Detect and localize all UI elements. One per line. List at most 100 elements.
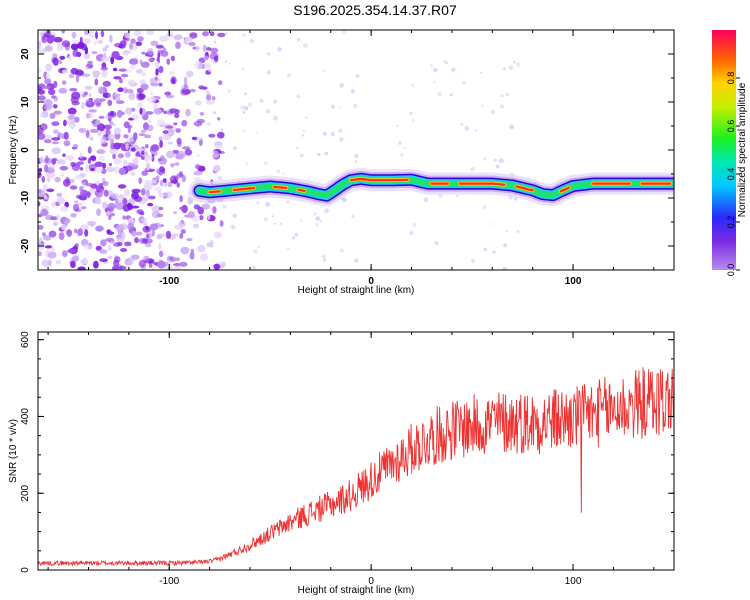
noise-blob xyxy=(170,76,177,85)
noise-blob xyxy=(130,254,140,260)
noise-blob xyxy=(210,47,219,54)
noise-blob xyxy=(117,184,127,189)
noise-blob xyxy=(61,250,68,258)
noise-blob xyxy=(118,194,125,200)
noise-blob xyxy=(42,85,51,89)
noise-blob xyxy=(158,242,162,250)
noise-blob xyxy=(167,181,173,188)
noise-blob xyxy=(38,224,44,230)
noise-blob xyxy=(52,158,58,162)
noise-dot xyxy=(302,129,306,133)
noise-dot xyxy=(294,232,299,237)
snr-x-axis-label: Height of straight line (km) xyxy=(298,585,415,596)
noise-blob xyxy=(77,161,85,165)
noise-blob xyxy=(140,61,150,68)
noise-blob xyxy=(102,201,108,210)
noise-dot xyxy=(495,164,500,169)
noise-blob xyxy=(159,35,169,42)
noise-blob xyxy=(114,165,120,174)
noise-blob xyxy=(207,214,211,220)
noise-dot xyxy=(321,254,326,259)
noise-dot xyxy=(455,194,459,198)
noise-blob xyxy=(117,87,124,92)
noise-dot xyxy=(500,94,504,98)
noise-blob xyxy=(111,51,120,59)
noise-blob xyxy=(121,73,129,78)
x-tick-label: 0 xyxy=(368,576,374,587)
noise-blob xyxy=(77,41,85,49)
noise-blob xyxy=(147,58,155,62)
noise-blob xyxy=(155,68,159,76)
noise-blob xyxy=(175,41,181,50)
x-tick-label: -100 xyxy=(159,276,179,287)
noise-blob xyxy=(109,138,114,144)
noise-blob xyxy=(56,192,63,197)
noise-blob xyxy=(181,119,188,127)
noise-blob xyxy=(38,67,42,74)
noise-blob xyxy=(92,156,97,162)
noise-blob xyxy=(145,162,151,171)
noise-dot xyxy=(286,200,290,204)
noise-blob xyxy=(70,67,79,75)
noise-blob xyxy=(217,131,225,139)
noise-blob xyxy=(107,255,113,260)
ridge-hot-red xyxy=(273,185,288,190)
noise-blob xyxy=(60,173,64,177)
noise-blob xyxy=(53,57,59,66)
noise-blob xyxy=(41,176,46,183)
noise-blob xyxy=(61,225,66,231)
noise-dot xyxy=(232,213,237,218)
noise-blob xyxy=(158,193,165,198)
noise-blob xyxy=(212,206,217,214)
noise-dot xyxy=(205,90,211,96)
noise-blob xyxy=(95,225,104,232)
noise-dot xyxy=(317,152,321,157)
noise-dot xyxy=(464,126,470,131)
noise-dot xyxy=(449,93,453,97)
noise-blob xyxy=(139,79,146,85)
noise-dot xyxy=(354,153,359,158)
noise-blob xyxy=(38,40,42,49)
noise-dot xyxy=(273,99,278,104)
noise-blob xyxy=(56,197,65,205)
noise-blob xyxy=(219,220,224,227)
noise-blob xyxy=(179,261,188,267)
noise-blob xyxy=(118,44,124,49)
noise-blob xyxy=(178,171,183,177)
noise-blob xyxy=(94,78,99,86)
noise-blob xyxy=(90,183,98,189)
noise-blob xyxy=(62,153,66,157)
ridge-hot-red xyxy=(515,185,534,192)
noise-dot xyxy=(462,81,466,85)
noise-dot xyxy=(513,197,518,201)
noise-blob xyxy=(164,191,173,199)
noise-blob xyxy=(38,251,42,257)
noise-blob xyxy=(71,31,77,39)
noise-blob xyxy=(87,60,93,65)
noise-dot xyxy=(273,115,278,121)
noise-dot xyxy=(296,38,301,42)
noise-blob xyxy=(70,213,77,218)
x-tick-label: 100 xyxy=(565,276,582,287)
noise-blob xyxy=(133,30,142,37)
noise-blob xyxy=(189,32,198,39)
noise-blob xyxy=(77,228,84,237)
noise-blob xyxy=(140,218,148,223)
noise-dot xyxy=(339,82,345,88)
noise-blob xyxy=(61,30,66,34)
noise-blob xyxy=(53,36,63,43)
noise-blob xyxy=(67,107,77,115)
noise-blob xyxy=(165,125,174,129)
noise-blob xyxy=(107,202,117,210)
noise-dot xyxy=(319,220,322,223)
noise-blob xyxy=(64,219,68,227)
noise-dot xyxy=(276,169,280,173)
noise-blob xyxy=(191,136,198,140)
noise-blob xyxy=(87,146,92,154)
noise-blob xyxy=(51,200,57,208)
noise-blob xyxy=(147,202,154,207)
noise-blob xyxy=(122,197,128,206)
noise-blob xyxy=(95,30,98,40)
noise-blob xyxy=(205,47,212,51)
ridge-hot-red xyxy=(349,177,409,182)
